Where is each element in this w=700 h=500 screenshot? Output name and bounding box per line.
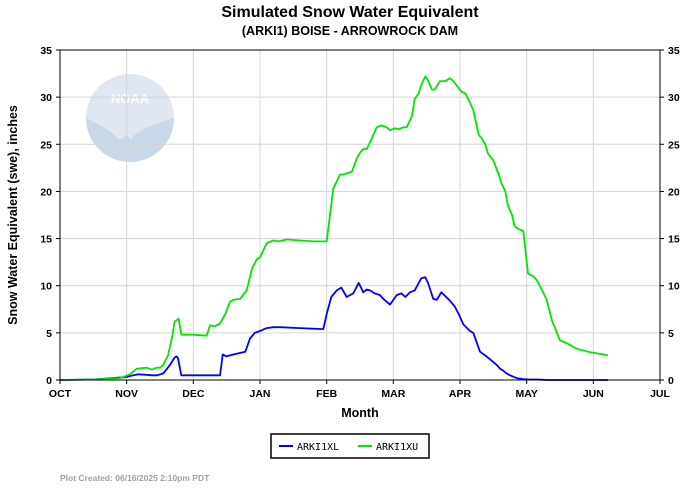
legend-label-arki1xl: ARKI1XL xyxy=(297,442,339,453)
x-tick-label: NOV xyxy=(115,388,138,400)
x-tick-label: OCT xyxy=(49,388,72,400)
series-line-arki1xl xyxy=(59,276,608,381)
series-line-arki1xu xyxy=(59,75,609,381)
y-tick-label-left: 5 xyxy=(46,328,52,340)
x-tick-label: FEB xyxy=(316,388,337,400)
x-tick-label: MAY xyxy=(515,388,537,400)
y-tick-label-right: 0 xyxy=(668,375,674,387)
chart-title: Simulated Snow Water Equivalent xyxy=(221,4,479,21)
x-tick-label: APR xyxy=(449,388,472,400)
y-tick-label-left: 15 xyxy=(40,234,52,246)
y-tick-label-left: 10 xyxy=(40,281,52,293)
chart-subtitle: (ARKI1) BOISE - ARROWROCK DAM xyxy=(242,24,458,38)
noaa-logo-icon: NOAA xyxy=(86,74,174,162)
y-tick-label-right: 30 xyxy=(668,92,680,104)
x-tick-label: DEC xyxy=(182,388,205,400)
x-tick-label: MAR xyxy=(381,388,405,400)
y-tick-label-right: 25 xyxy=(668,139,680,151)
y-tick-label-left: 30 xyxy=(40,92,52,104)
legend-label-arki1xu: ARKI1XU xyxy=(376,442,418,453)
plot-frame xyxy=(59,49,661,381)
x-axis-title: Month xyxy=(341,406,378,420)
legend-box xyxy=(270,433,430,459)
y-tick-label-left: 35 xyxy=(40,45,52,57)
series-layer xyxy=(59,75,609,381)
plot-created-footer: Plot Created: 06/16/2025 2:10pm PDT xyxy=(60,473,210,483)
y-tick-label-right: 5 xyxy=(668,328,674,340)
y-tick-label-left: 0 xyxy=(46,375,52,387)
y-tick-label-right: 20 xyxy=(668,186,680,198)
x-tick-label: JUL xyxy=(650,388,670,400)
x-tick-label: JUN xyxy=(583,388,604,400)
y-tick-label-right: 15 xyxy=(668,234,680,246)
y-tick-label-left: 25 xyxy=(40,139,52,151)
y-axis-title: Snow Water Equivalent (swe), inches xyxy=(6,105,20,325)
legend: ARKI1XL ARKI1XU xyxy=(270,433,430,459)
y-tick-label-right: 10 xyxy=(668,281,680,293)
y-tick-label-right: 35 xyxy=(668,45,680,57)
x-tick-label: JAN xyxy=(249,388,270,400)
y-tick-label-left: 20 xyxy=(40,186,52,198)
logo-text: NOAA xyxy=(111,91,150,106)
